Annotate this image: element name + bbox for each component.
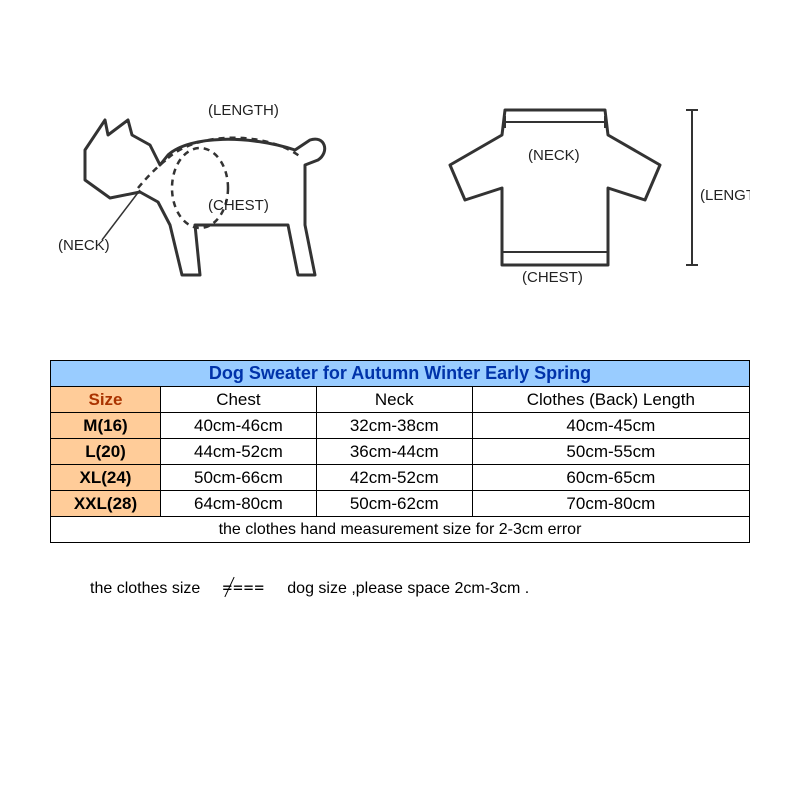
dog-chest-line (172, 148, 228, 228)
size-cell: XL(24) (51, 465, 161, 491)
dog-neck-line (138, 160, 166, 188)
table-row: XL(24) 50cm-66cm 42cm-52cm 60cm-65cm (51, 465, 750, 491)
chest-cell: 40cm-46cm (161, 413, 317, 439)
dog-chest-label: (CHEST) (208, 197, 269, 214)
col-neck: Neck (316, 387, 472, 413)
chest-cell: 64cm-80cm (161, 491, 317, 517)
neck-cell: 42cm-52cm (316, 465, 472, 491)
table-title: Dog Sweater for Autumn Winter Early Spri… (51, 361, 750, 387)
chest-cell: 44cm-52cm (161, 439, 317, 465)
table-header-row: Size Chest Neck Clothes (Back) Length (51, 387, 750, 413)
neck-cell: 50cm-62cm (316, 491, 472, 517)
not-equal-symbol: ==== (223, 578, 266, 597)
table-note: the clothes hand measurement size for 2-… (51, 517, 750, 543)
dog-outline (85, 120, 325, 275)
footnote-part2: dog size ,please space 2cm-3cm . (287, 580, 529, 597)
dog-length-label: (LENGTH) (208, 102, 279, 119)
length-cell: 70cm-80cm (472, 491, 749, 517)
sweater-length-label: (LENGTH) (700, 187, 750, 204)
size-cell: XXL(28) (51, 491, 161, 517)
length-cell: 40cm-45cm (472, 413, 749, 439)
measurement-diagrams: (LENGTH) (CHEST) (NECK) (NECK) (CHEST) (… (0, 0, 800, 330)
col-length: Clothes (Back) Length (472, 387, 749, 413)
footnote-part1: the clothes size (90, 580, 200, 597)
table-note-row: the clothes hand measurement size for 2-… (51, 517, 750, 543)
size-cell: L(20) (51, 439, 161, 465)
chest-cell: 50cm-66cm (161, 465, 317, 491)
table-row: XXL(28) 64cm-80cm 50cm-62cm 70cm-80cm (51, 491, 750, 517)
sweater-outline (450, 110, 660, 265)
sweater-flat-diagram: (NECK) (CHEST) (LENGTH) (410, 80, 750, 320)
sweater-chest-label: (CHEST) (522, 269, 583, 286)
neck-cell: 32cm-38cm (316, 413, 472, 439)
length-cell: 50cm-55cm (472, 439, 749, 465)
table-title-row: Dog Sweater for Autumn Winter Early Spri… (51, 361, 750, 387)
length-cell: 60cm-65cm (472, 465, 749, 491)
dog-side-diagram: (LENGTH) (CHEST) (NECK) (50, 80, 370, 320)
sweater-neck-label: (NECK) (528, 147, 580, 164)
footnote: the clothes size ==== dog size ,please s… (90, 578, 800, 598)
col-chest: Chest (161, 387, 317, 413)
size-chart-table: Dog Sweater for Autumn Winter Early Spri… (50, 360, 750, 543)
size-cell: M(16) (51, 413, 161, 439)
table-row: M(16) 40cm-46cm 32cm-38cm 40cm-45cm (51, 413, 750, 439)
table-row: L(20) 44cm-52cm 36cm-44cm 50cm-55cm (51, 439, 750, 465)
col-size: Size (51, 387, 161, 413)
neck-cell: 36cm-44cm (316, 439, 472, 465)
